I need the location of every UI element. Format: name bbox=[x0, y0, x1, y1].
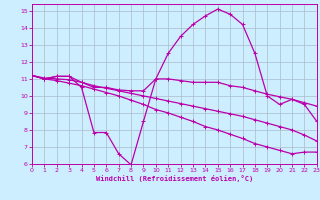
X-axis label: Windchill (Refroidissement éolien,°C): Windchill (Refroidissement éolien,°C) bbox=[96, 175, 253, 182]
